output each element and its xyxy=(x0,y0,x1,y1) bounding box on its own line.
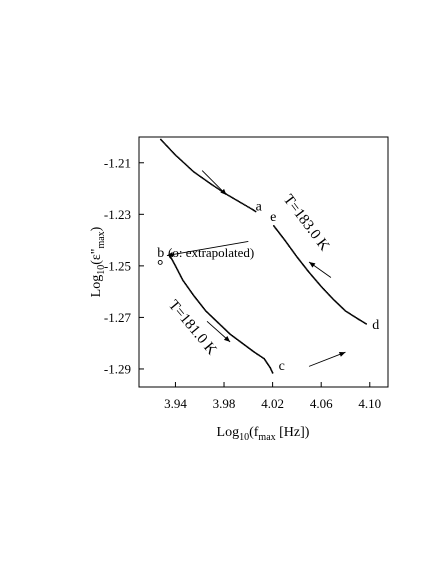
data-point xyxy=(190,168,193,171)
y-tick-label: -1.21 xyxy=(104,155,131,170)
data-point xyxy=(214,186,217,189)
data-point xyxy=(179,158,181,161)
x-tick-label: 4.10 xyxy=(358,396,381,411)
y-tick-label: -1.23 xyxy=(104,207,131,222)
data-point xyxy=(249,207,252,210)
data-point xyxy=(245,205,248,207)
data-point xyxy=(234,198,237,201)
y-axis: -1.21 -1.23 -1.25 -1.27 -1.29 xyxy=(104,155,144,376)
extrapolated-marker xyxy=(157,259,163,265)
data-point xyxy=(222,191,225,194)
data-point xyxy=(189,167,192,170)
data-point xyxy=(174,154,177,156)
data-point xyxy=(241,202,244,205)
data-point xyxy=(240,201,242,204)
data-point xyxy=(180,159,183,162)
point-label-d: d xyxy=(372,318,379,333)
arrow-head xyxy=(166,251,174,258)
arrow-line xyxy=(166,240,249,257)
data-point xyxy=(188,166,191,169)
data-point xyxy=(225,193,228,196)
data-point xyxy=(244,204,246,207)
y-tick-label: -1.25 xyxy=(104,258,131,273)
arrow-head xyxy=(338,351,346,357)
y-tick-label: -1.27 xyxy=(104,310,132,325)
data-point xyxy=(217,188,220,190)
data-point xyxy=(183,162,186,165)
data-point xyxy=(213,185,216,188)
x-tick-label: 3.98 xyxy=(213,396,236,411)
extrapolated-note: (o: extrapolated) xyxy=(168,245,254,260)
data-point xyxy=(221,190,224,193)
point-label-c: c xyxy=(279,359,285,374)
x-axis-title: Log10(fmax [Hz]) xyxy=(217,425,310,443)
arrow-line xyxy=(308,351,346,367)
data-point xyxy=(216,187,219,190)
data-point xyxy=(226,194,229,196)
data-point xyxy=(246,205,249,208)
data-point xyxy=(184,163,187,166)
x-axis: 3.94 3.98 4.02 4.06 4.10 xyxy=(164,382,381,411)
data-point xyxy=(212,184,215,187)
data-point xyxy=(224,192,226,195)
data-point xyxy=(181,160,184,163)
data-point xyxy=(365,322,368,325)
data-point xyxy=(229,195,232,198)
data-point xyxy=(237,200,240,203)
point-label-e: e xyxy=(270,210,276,225)
arrow-head xyxy=(223,335,231,342)
data-points xyxy=(159,138,368,374)
data-point xyxy=(228,194,230,197)
x-tick-label: 4.06 xyxy=(310,396,333,411)
data-point xyxy=(210,183,213,186)
data-point xyxy=(182,161,185,164)
data-point xyxy=(230,196,233,199)
data-point xyxy=(233,197,236,200)
data-point xyxy=(187,165,189,168)
data-point xyxy=(185,164,188,167)
data-point xyxy=(232,197,234,199)
x-tick-label: 3.94 xyxy=(164,396,187,411)
data-point xyxy=(220,189,222,192)
data-point xyxy=(191,169,194,172)
data-point xyxy=(238,201,241,203)
data-point xyxy=(175,155,178,157)
point-label-b: b xyxy=(157,246,164,261)
data-point xyxy=(177,157,180,160)
y-tick-label: -1.29 xyxy=(104,361,131,376)
data-point xyxy=(271,371,274,374)
data-point xyxy=(254,210,257,213)
data-point xyxy=(242,203,245,206)
arrow-head xyxy=(309,262,316,268)
data-point xyxy=(236,199,238,202)
plot-frame xyxy=(138,136,389,388)
x-tick-label: 4.02 xyxy=(261,396,284,411)
lower-temperature-label: T=181.0 K xyxy=(165,297,220,358)
data-point xyxy=(176,156,179,159)
data-point xyxy=(248,206,251,209)
data-point xyxy=(218,188,221,191)
point-label-a: a xyxy=(256,199,263,214)
